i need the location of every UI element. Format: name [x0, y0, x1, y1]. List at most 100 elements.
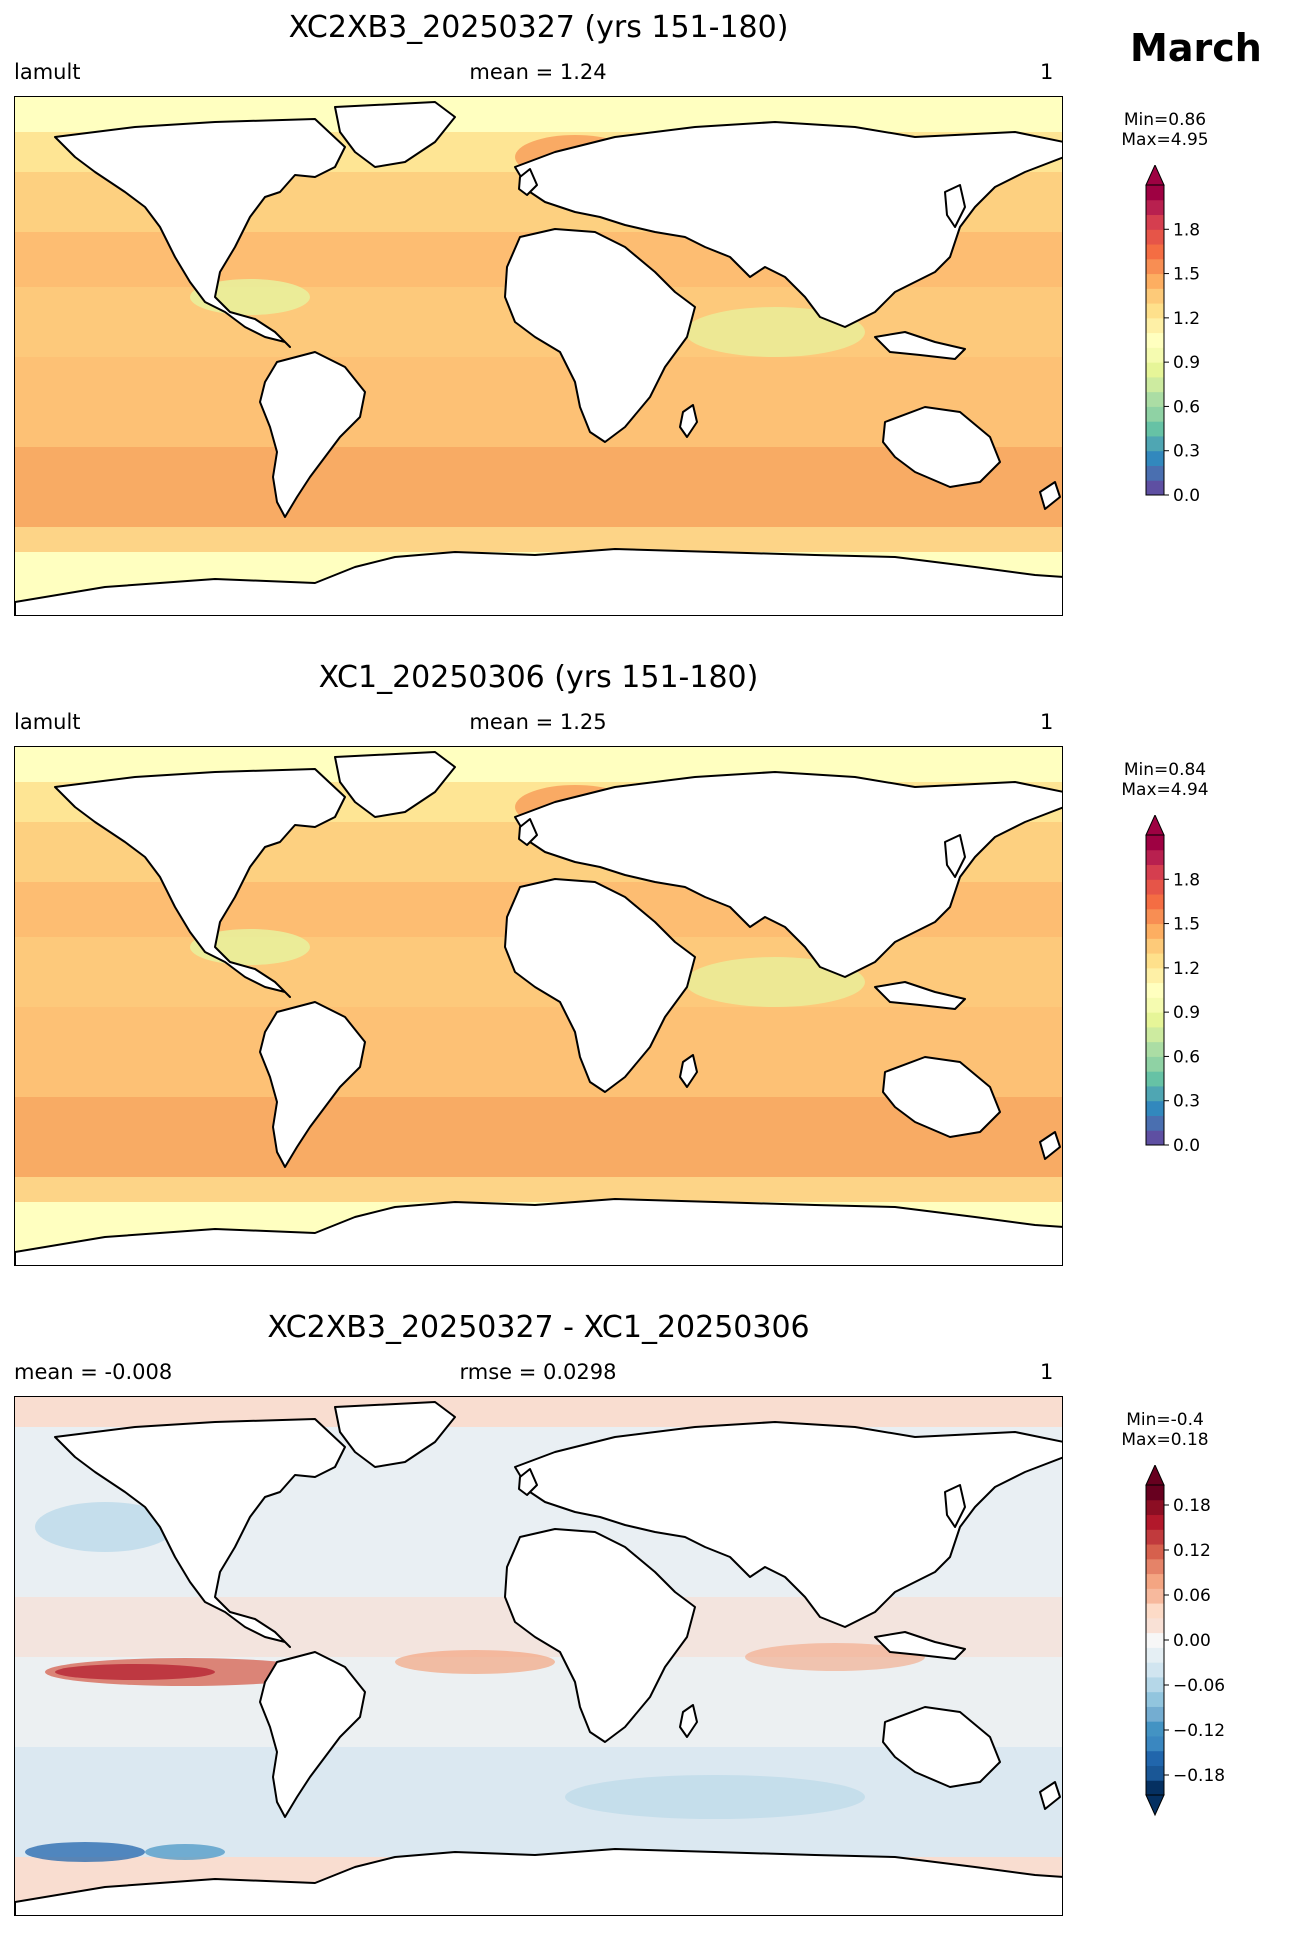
colorbar-swatch [1146, 1514, 1164, 1530]
colorbar-swatch [1146, 982, 1164, 998]
colorbar-swatch [1146, 967, 1164, 984]
panel-3-unit-label: 1 [1040, 1360, 1054, 1384]
colorbar-swatch [1146, 1735, 1164, 1752]
colorbar-tick-label: 0.06 [1173, 1586, 1211, 1606]
colorbar-frame [1145, 834, 1165, 1146]
colorbar-swatch [1146, 1056, 1164, 1072]
colorbar-swatch [1146, 1603, 1164, 1619]
colorbar-extend-max [1145, 1465, 1165, 1486]
colorbar-swatch [1146, 421, 1164, 437]
colorbar-swatch [1146, 1071, 1164, 1087]
colorbar-swatch [1146, 229, 1164, 245]
colorbar-swatch [1146, 214, 1164, 230]
indonesia-landmass [874, 331, 966, 360]
panel-2-mean-label: mean = 1.25 [469, 710, 607, 734]
panel-2-unit-label: 1 [1040, 710, 1054, 734]
north-america-landmass [54, 1418, 346, 1648]
colorbar-tick-label: 0.6 [1173, 1047, 1200, 1067]
colorbar-swatch [1146, 997, 1164, 1013]
panel-1-map [14, 96, 1063, 616]
south-america-landmass [259, 351, 366, 518]
colorbar-swatch [1146, 391, 1164, 407]
colorbar-swatch [1146, 938, 1164, 954]
colorbar-swatch [1146, 480, 1164, 496]
panel-1-min-label: Min=0.86 [1123, 110, 1207, 130]
colorbar-swatch [1146, 244, 1164, 260]
colorbar-tick-label: 0.0 [1173, 486, 1200, 506]
panel-3-title: XC2XB3_20250327 - XC1_20250306 [267, 1310, 810, 1345]
colorbar-swatch [1146, 1529, 1164, 1545]
field-feature [35, 1502, 175, 1552]
colorbar-swatch [1146, 1041, 1164, 1057]
panel-1-mean-label: mean = 1.24 [469, 60, 607, 84]
colorbar-swatch [1146, 953, 1164, 969]
colorbar-swatch [1146, 849, 1164, 866]
panel-2-max-label: Max=4.94 [1121, 780, 1209, 800]
colorbar-swatch [1146, 1588, 1164, 1604]
colorbar-swatch [1146, 1485, 1164, 1501]
new-zealand-landmass [1039, 481, 1061, 510]
colorbar-tick-label: 1.2 [1173, 309, 1200, 329]
panel-3-max-label: Max=0.18 [1121, 1430, 1209, 1450]
colorbar-extend-max [1145, 815, 1165, 836]
africa-landmass [504, 1528, 696, 1743]
madagascar-landmass [679, 1054, 698, 1088]
colorbar-swatch [1146, 1012, 1164, 1028]
colorbar-swatch [1146, 908, 1164, 925]
north-america-landmass [54, 768, 346, 998]
field-band [15, 447, 1062, 527]
colorbar-tick-label: 1.2 [1173, 959, 1200, 979]
panel-3-min-label: Min=-0.4 [1126, 1410, 1204, 1430]
field-feature [565, 1775, 865, 1819]
field-feature [685, 307, 865, 357]
colorbar-tick-label: −0.12 [1173, 1721, 1225, 1741]
colorbar-tick-label: 0.3 [1173, 1092, 1200, 1112]
colorbar-swatch [1146, 1750, 1164, 1766]
panel-2-map [14, 746, 1063, 1266]
colorbar-swatch [1146, 864, 1164, 880]
colorbar-swatch [1146, 288, 1164, 304]
colorbar-swatch [1146, 1632, 1164, 1648]
panel-1-max-label: Max=4.95 [1121, 130, 1209, 150]
japan-landmass [944, 834, 966, 878]
colorbar-swatch [1146, 273, 1164, 289]
colorbar-swatch [1146, 303, 1164, 319]
field-feature [685, 957, 865, 1007]
antarctica-landmass [15, 1198, 1062, 1265]
new-zealand-landmass [1039, 1131, 1061, 1160]
field-feature [745, 1643, 925, 1671]
greenland-landmass [334, 1401, 456, 1468]
panel-1-map-svg [15, 97, 1062, 615]
north-america-landmass [54, 118, 346, 348]
field-feature [25, 1842, 145, 1862]
south-america-landmass [259, 1651, 366, 1818]
colorbar-tick-label: 1.8 [1173, 220, 1200, 240]
colorbar-swatch [1146, 1115, 1164, 1131]
colorbar-swatch [1146, 1721, 1164, 1737]
colorbar-tick-label: −0.06 [1173, 1676, 1225, 1696]
panel-2-min-label: Min=0.84 [1123, 760, 1207, 780]
colorbar-tick-label: 0.00 [1173, 1631, 1211, 1651]
panel-2-map-svg [15, 747, 1062, 1265]
australia-landmass [882, 1706, 1001, 1788]
indonesia-landmass [874, 1631, 966, 1660]
colorbar-swatch [1146, 1647, 1164, 1663]
field-band [15, 1397, 1062, 1427]
colorbar-tick-label: −0.18 [1173, 1766, 1225, 1786]
panel-3-rmse-label: rmse = 0.0298 [459, 1360, 617, 1384]
colorbar-swatch [1146, 185, 1164, 201]
colorbar-tick-label: 0.6 [1173, 397, 1200, 417]
colorbar-swatch [1146, 376, 1164, 393]
panel-1-title: XC2XB3_20250327 (yrs 151-180) [288, 10, 789, 45]
colorbar-swatch [1146, 1026, 1164, 1043]
africa-landmass [504, 228, 696, 443]
colorbar-swatch [1146, 1691, 1164, 1707]
south-america-landmass [259, 1001, 366, 1168]
panel-3-mean-label: mean = -0.008 [14, 1360, 173, 1384]
eurasia-landmass [514, 1421, 1062, 1628]
colorbar-swatch [1146, 1617, 1164, 1634]
greenland-landmass [334, 101, 456, 168]
colorbar-tick-label: 1.5 [1173, 265, 1200, 285]
new-zealand-landmass [1039, 1781, 1061, 1810]
colorbar-extend-max [1145, 165, 1165, 186]
